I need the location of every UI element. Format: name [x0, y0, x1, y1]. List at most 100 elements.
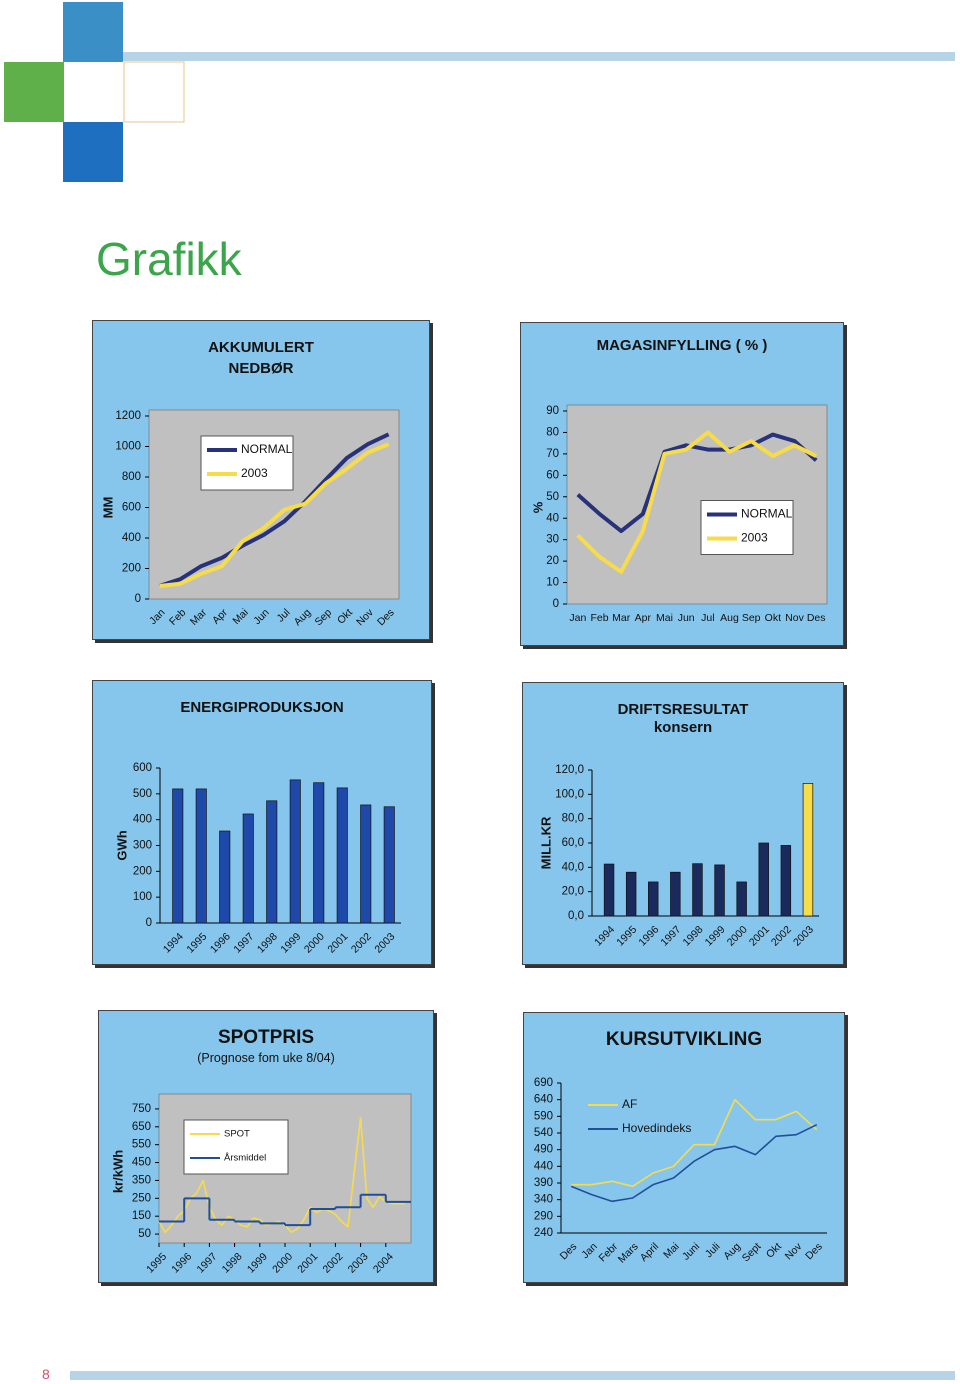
chart-subtitle: (Prognose fom uke 8/04)	[197, 1051, 335, 1065]
y-tick-label: 20	[546, 555, 559, 567]
page-number: 8	[42, 1366, 50, 1382]
legend-label: 2003	[241, 466, 268, 480]
x-tick-label: Sep	[742, 612, 761, 624]
x-tick-label: Mar	[612, 612, 631, 624]
x-tick-label: Jan	[569, 612, 586, 624]
x-tick-label: 1999	[245, 1250, 270, 1275]
y-axis-label: %	[530, 501, 545, 513]
y-axis-label: GWh	[114, 830, 129, 860]
x-tick-label: Nov	[783, 1240, 805, 1262]
y-tick-label: 60	[546, 469, 559, 481]
bar	[360, 804, 372, 924]
legend-label: Hovedindeks	[622, 1121, 691, 1135]
bar	[714, 864, 725, 917]
chart-panel: AKKUMULERT NEDBØR MM 0 200 400 600 800 1000 1200…	[92, 320, 430, 640]
series-line	[159, 442, 390, 589]
legend-box	[200, 435, 294, 491]
x-tick-label: Jun	[678, 612, 695, 624]
y-tick-label: 490	[534, 1144, 553, 1156]
x-tick-label: Feb	[167, 606, 188, 627]
bar	[692, 863, 703, 917]
x-tick-label: Apr	[635, 612, 652, 624]
chart-subtitle: konsern	[653, 719, 713, 736]
chart-panel: MAGASINFYLLING ( % )% 0 10 20 30 40 50 60 70 80 90…	[520, 322, 844, 646]
y-tick-label: 690	[534, 1077, 553, 1089]
legend-label: NORMAL	[241, 442, 293, 456]
y-tick-label: 600	[133, 762, 152, 774]
x-tick-label: Sept	[740, 1241, 764, 1265]
bar	[603, 863, 615, 917]
y-tick-label: 1000	[115, 441, 141, 453]
x-tick-label: Febr	[596, 1240, 620, 1264]
y-tick-label: 250	[132, 1192, 151, 1204]
chart-panel: ENERGIPRODUKSJON GWh 0 100 200 300 400 500 600 19…	[92, 680, 432, 965]
x-tick-label: 1998	[255, 930, 280, 955]
x-tick-label: Aug	[292, 606, 314, 628]
x-tick-label: 1997	[231, 930, 256, 955]
y-tick-label: 600	[122, 502, 141, 514]
chart: MILL.KR 0,0 20,0 40,0 60,0 80,0 100,0 120,0 1994…	[538, 764, 819, 949]
series-line	[576, 432, 818, 534]
bar	[242, 813, 254, 924]
x-tick-label: Juni	[680, 1241, 702, 1263]
x-tick-label: 1995	[184, 930, 209, 955]
x-tick-label: Mai	[230, 607, 250, 627]
y-tick-label: 400	[122, 532, 141, 544]
legend-box	[183, 1119, 289, 1175]
x-tick-label: Mai	[661, 1241, 681, 1261]
legend-box	[700, 500, 794, 555]
x-tick-label: Jun	[251, 606, 272, 627]
bar	[648, 881, 659, 917]
y-tick-label: 0	[146, 917, 152, 929]
y-tick-label: 340	[534, 1194, 553, 1206]
bar	[736, 881, 747, 917]
series-line	[571, 1098, 818, 1188]
x-tick-label: 1996	[208, 930, 233, 955]
y-tick-label: 300	[133, 840, 152, 852]
y-tick-label: 80,0	[562, 813, 584, 825]
x-tick-label: Des	[558, 1241, 580, 1263]
y-tick-label: 290	[534, 1210, 553, 1222]
bar	[758, 842, 769, 917]
x-tick-label: 2003	[791, 923, 816, 948]
x-tick-label: 2001	[325, 930, 350, 955]
y-tick-label: 90	[546, 405, 559, 417]
bar	[289, 779, 301, 924]
y-tick-label: 1200	[115, 410, 141, 422]
chart-panel: KURSUTVIKLING 240 290 340 390 440 490 540 590 640…	[523, 1012, 845, 1283]
y-tick-label: 150	[132, 1210, 151, 1222]
chart-title: AKKUMULERT NEDBØR	[208, 339, 314, 377]
y-tick-label: 590	[534, 1110, 553, 1122]
x-tick-label: 1995	[614, 923, 639, 948]
bar	[625, 871, 637, 917]
bar	[172, 788, 184, 924]
legend-label: SPOT	[224, 1129, 250, 1140]
x-tick-label: Jan	[147, 606, 168, 627]
x-tick-label: Okt	[764, 1241, 784, 1261]
chart-title: DRIFTSRESULTAT	[617, 701, 749, 718]
y-tick-label: 390	[534, 1177, 553, 1189]
y-tick-label: 0,0	[568, 910, 584, 922]
y-tick-label: 60,0	[562, 837, 584, 849]
legend-box	[582, 1091, 698, 1145]
x-tick-label: Apr	[210, 606, 230, 626]
x-tick-label: Jul	[275, 607, 293, 625]
bar	[670, 871, 681, 917]
bar	[802, 783, 814, 917]
y-tick-label: 70	[546, 448, 559, 460]
x-tick-label: 2001	[747, 923, 772, 948]
chart-title: KURSUTVIKLING	[605, 1029, 763, 1050]
x-tick-label: Nov	[785, 612, 804, 624]
bar	[336, 787, 348, 924]
series-line	[570, 1123, 818, 1203]
legend-label: 2003	[741, 531, 768, 545]
x-tick-label: 2001	[295, 1250, 320, 1275]
x-tick-label: Feb	[590, 612, 608, 624]
x-tick-label: Jul	[701, 612, 714, 624]
x-tick-label: Okt	[765, 612, 781, 624]
bar	[266, 800, 278, 924]
x-tick-label: Nov	[354, 606, 376, 628]
x-tick-label: Des	[375, 607, 397, 629]
